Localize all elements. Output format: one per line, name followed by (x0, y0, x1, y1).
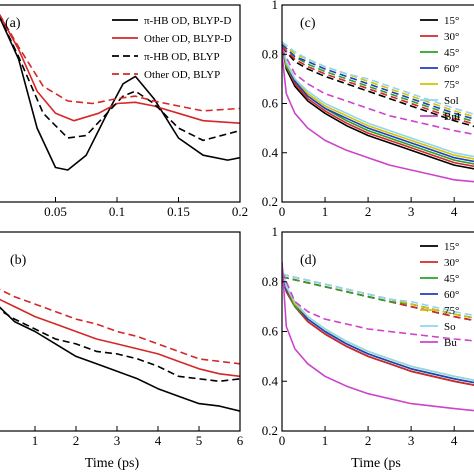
y-tick-label: 0.2 (262, 194, 278, 209)
legend-label: π-HB OD, BLYP-D (144, 15, 231, 27)
y-tick-label: 0.8 (262, 274, 278, 289)
x-tick-label: 1 (32, 433, 39, 448)
x-tick-label: 2 (365, 204, 372, 219)
legend-label: 75° (444, 79, 459, 91)
series-group (282, 261, 474, 412)
series-line-12 (282, 41, 474, 115)
legend-label: So (444, 321, 456, 333)
legend-label: 15° (444, 15, 459, 27)
series-line-9 (282, 43, 474, 123)
series-line-2 (0, 309, 240, 383)
legend-label: 30° (444, 257, 459, 269)
x-tick-label: 4 (155, 433, 162, 448)
series-line-6 (282, 54, 474, 183)
series-line-12 (282, 273, 474, 317)
x-tick-label: 3 (408, 433, 415, 448)
y-tick-label: 0.4 (262, 373, 279, 388)
x-tick-label: 1 (322, 433, 329, 448)
y-tick-label: 1 (272, 0, 279, 12)
series-line-3 (0, 288, 240, 365)
x-tick-label: 0.2 (232, 204, 248, 219)
legend-label: Other OD, BLYP (144, 69, 220, 81)
panel-label: (b) (10, 253, 27, 268)
panel-label: (a) (5, 16, 21, 31)
y-tick-label: 0.8 (262, 46, 278, 61)
y-tick-label: 0.6 (262, 96, 279, 111)
series-line-1 (282, 44, 474, 168)
series-line-3 (282, 44, 474, 163)
legend-label: Bu (444, 337, 457, 349)
x-tick-label: 0.05 (44, 204, 67, 219)
legend-label: 60° (444, 289, 459, 301)
x-tick-label: 0.15 (167, 204, 190, 219)
y-tick-label: 1 (272, 224, 279, 239)
series-line-10 (282, 43, 474, 120)
x-tick-label: 0 (279, 204, 286, 219)
x-tick-label: 3 (408, 204, 415, 219)
y-tick-label: 0.6 (262, 324, 279, 339)
series-group (0, 13, 240, 171)
panel-label: (c) (300, 16, 316, 31)
chart-panel-2: 0 1 2 3 4 0.2 0.4 0.6 0.8 1 (c) 15° 30° 45° 60° 75° Sol B… (262, 0, 474, 219)
legend-label: π-HB OD, BLYP (144, 51, 220, 63)
series-group (0, 288, 240, 412)
x-tick-label: 6 (237, 433, 244, 448)
x-tick-label: 0 (279, 433, 286, 448)
series-line-13 (282, 48, 474, 136)
legend-label: 60° (444, 63, 459, 75)
legend-label: 75° (444, 305, 459, 317)
legend-label: Other OD, BLYP-D (144, 33, 232, 45)
x-tick-label: 2 (73, 433, 80, 448)
chart-panel-1: 1 2 3 4 5 6 Time (ps) (b) (0, 231, 244, 471)
x-tick-label: 0.1 (109, 204, 125, 219)
series-line-2 (0, 15, 240, 142)
x-tick-label: 4 (451, 204, 458, 219)
series-line-3 (0, 13, 240, 112)
chart-panel-3: 0 1 2 3 4 0.2 0.4 0.6 0.8 1 Time (ps (d) 15° 30° 45° 60… (262, 224, 474, 471)
series-line-5 (282, 266, 474, 381)
series-line-0 (0, 306, 240, 412)
x-axis-title: Time (ps (351, 456, 401, 471)
legend-label: 30° (444, 31, 459, 43)
x-tick-label: 4 (451, 433, 458, 448)
x-tick-label: 2 (365, 433, 372, 448)
legend: 15° 30° 45° 60° 75° Sol Bul (420, 15, 460, 123)
y-tick-label: 0.4 (262, 145, 279, 160)
legend: 15° 30° 45° 60° 75° So Bu (420, 241, 459, 349)
chart-panel-0: 0.05 0.1 0.15 0.2 (a) π-HB OD, BLYP-D Other OD… (0, 4, 248, 219)
series-line-6 (282, 261, 474, 412)
series-line-0 (282, 44, 474, 170)
x-tick-label: 1 (322, 204, 329, 219)
series-group (282, 41, 474, 183)
legend-label: 45° (444, 47, 459, 59)
y-tick-label: 0.2 (262, 423, 278, 438)
x-tick-label: 3 (114, 433, 121, 448)
series-line-1 (0, 298, 240, 378)
legend-label: Sol (444, 95, 459, 107)
legend-label: 15° (444, 241, 459, 253)
legend-label: Bul (444, 111, 460, 123)
legend: π-HB OD, BLYP-D Other OD, BLYP-D π-HB OD, … (112, 15, 232, 81)
x-tick-label: 5 (196, 433, 203, 448)
x-axis-title: Time (ps) (85, 456, 140, 471)
panel-label: (d) (300, 253, 317, 268)
series-line-8 (282, 46, 474, 125)
series-line-0 (0, 16, 240, 171)
legend-label: 45° (444, 273, 459, 285)
series-line-1 (0, 14, 240, 124)
series-line-5 (282, 41, 474, 158)
series-line-13 (282, 271, 474, 342)
